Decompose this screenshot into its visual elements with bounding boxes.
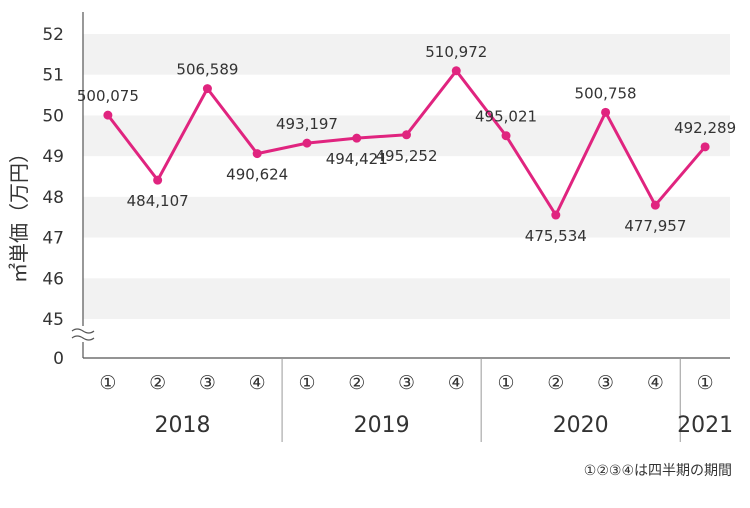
grid-band <box>83 34 730 75</box>
y-tick-label: 47 <box>42 229 64 249</box>
data-point <box>202 84 212 94</box>
data-point <box>103 110 113 120</box>
data-label: 510,972 <box>425 43 487 61</box>
data-point <box>650 200 660 210</box>
y-axis-title: ㎡単価（万円） <box>7 143 31 283</box>
quarter-label: ① <box>298 372 315 394</box>
y-tick-label: 51 <box>42 66 64 86</box>
quarter-label: ① <box>498 372 515 394</box>
y-tick-label: 45 <box>42 310 64 330</box>
data-label: 506,589 <box>176 61 238 79</box>
data-label: 500,075 <box>77 87 139 105</box>
year-label: 2021 <box>677 413 733 438</box>
quarter-label: ③ <box>597 372 614 394</box>
year-label: 2020 <box>553 413 609 438</box>
data-label: 495,021 <box>475 108 537 126</box>
data-point <box>551 210 561 220</box>
footnote: ①②③④は四半期の期間 <box>584 463 732 479</box>
data-point <box>252 149 262 159</box>
year-label: 2019 <box>354 413 410 438</box>
data-point <box>402 130 411 140</box>
data-label: 500,758 <box>575 84 637 102</box>
data-label: 484,107 <box>127 192 189 210</box>
data-label: 495,252 <box>375 147 437 165</box>
quarter-label: ① <box>697 372 714 394</box>
quarter-label: ④ <box>249 372 266 394</box>
data-point <box>451 66 461 76</box>
grid-band <box>83 278 730 319</box>
quarter-label: ① <box>99 372 116 394</box>
data-point <box>501 131 511 141</box>
grid-band <box>83 196 730 238</box>
axis-break-mask <box>74 326 92 342</box>
y-tick-label: 48 <box>42 188 64 208</box>
data-label: 490,624 <box>226 166 288 184</box>
quarter-label: ③ <box>199 372 216 394</box>
y-tick-label: 0 <box>53 349 64 369</box>
quarter-label: ④ <box>448 372 465 394</box>
data-point <box>302 138 312 148</box>
y-tick-label: 52 <box>42 25 64 45</box>
data-label: 492,289 <box>674 119 736 137</box>
y-tick-label: 46 <box>42 269 64 289</box>
y-tick-label: 49 <box>42 147 64 167</box>
data-label: 493,197 <box>276 115 338 133</box>
data-label: 475,534 <box>525 227 587 245</box>
axis-break-mark <box>71 328 95 334</box>
quarter-label: ② <box>547 372 564 394</box>
quarter-label: ④ <box>647 372 664 394</box>
data-point <box>601 107 611 117</box>
axis-break-mark <box>71 335 95 341</box>
quarter-label: ③ <box>398 372 415 394</box>
data-label: 477,957 <box>624 217 686 235</box>
y-tick-label: 50 <box>42 106 64 126</box>
quarter-label: ② <box>348 372 365 394</box>
data-label: 494,421 <box>326 150 388 168</box>
data-point <box>352 133 362 143</box>
year-label: 2018 <box>155 413 211 438</box>
data-point <box>700 142 710 152</box>
data-point <box>153 175 163 185</box>
quarter-label: ② <box>149 372 166 394</box>
